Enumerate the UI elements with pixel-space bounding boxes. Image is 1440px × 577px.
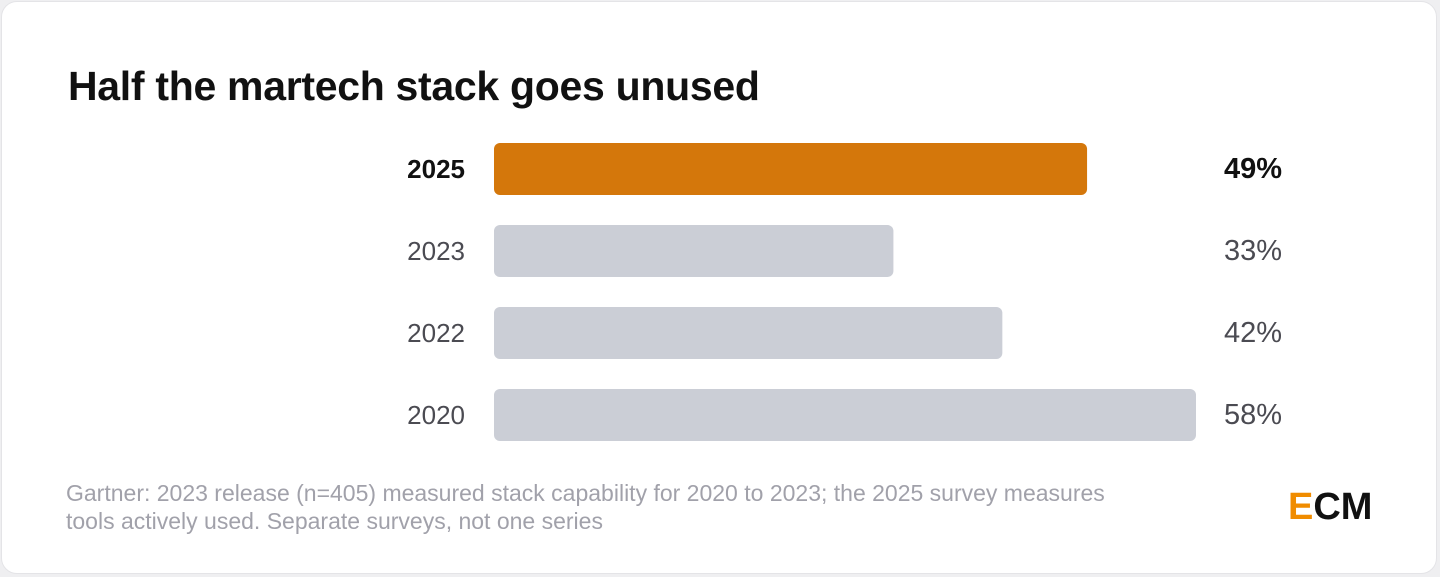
- source-footnote: Gartner: 2023 release (n=405) measured s…: [66, 479, 1266, 535]
- chart-title: Half the martech stack goes unused: [68, 63, 760, 109]
- ecm-logo: ECM: [1288, 487, 1372, 527]
- footnote-line-2: tools actively used. Separate surveys, n…: [66, 508, 603, 534]
- logo-rest: CM: [1313, 486, 1373, 528]
- footnote-line-1: Gartner: 2023 release (n=405) measured s…: [66, 480, 1105, 506]
- logo-accent-letter: E: [1288, 486, 1314, 528]
